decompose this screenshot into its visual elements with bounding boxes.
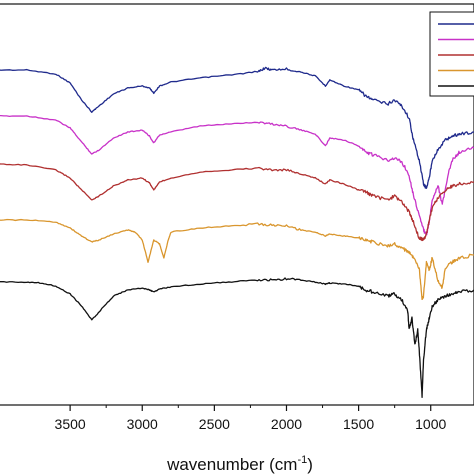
x-tick-label: 1000 [415, 416, 446, 432]
plot-frame [0, 3, 474, 406]
series-line-1 [0, 66, 474, 189]
x-tick-label: 3000 [127, 416, 158, 432]
x-axis-title-close: ) [307, 455, 313, 474]
x-tick-label: 2500 [199, 416, 230, 432]
x-axis-title-main: wavenumber (cm [166, 455, 297, 474]
x-tick-label: 1500 [343, 416, 374, 432]
series-line-5 [0, 277, 474, 399]
x-tick-label: 2000 [271, 416, 302, 432]
x-ticks: 3500 3000 2500 2000 1500 1000 [55, 405, 447, 432]
legend-box [429, 11, 474, 97]
series-line-4 [0, 218, 474, 301]
x-tick-label: 3500 [55, 416, 86, 432]
series-line-2 [0, 114, 474, 236]
x-axis-title-superscript: -1 [297, 454, 307, 466]
x-axis-title: wavenumber (cm-1) [166, 454, 313, 474]
legend [429, 11, 474, 97]
series-line-3 [0, 163, 474, 242]
plot-area [0, 3, 474, 406]
